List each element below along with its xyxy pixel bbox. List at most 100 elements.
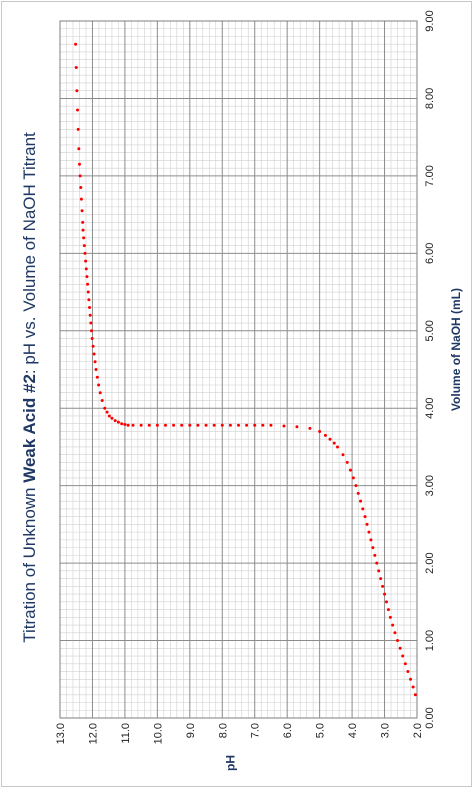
data-point [188, 423, 192, 427]
y-tick-label: 13.0 [55, 723, 67, 744]
data-point [172, 423, 176, 427]
data-point [335, 445, 339, 449]
data-point [116, 420, 120, 424]
data-point [403, 662, 407, 666]
data-point [110, 416, 114, 420]
data-point [379, 577, 383, 581]
plot-area-border [59, 20, 418, 719]
data-point [361, 507, 365, 511]
y-tick-label: 3.0 [380, 723, 392, 738]
data-point [82, 236, 86, 240]
data-point [388, 615, 392, 619]
data-point [86, 290, 90, 294]
data-point [103, 406, 107, 410]
data-point [398, 646, 402, 650]
title-suffix: : pH vs. Volume of NaOH Titrant [20, 132, 39, 374]
data-point [113, 419, 117, 423]
chart-title: Titration of Unknown Weak Acid #2: pH vs… [20, 132, 39, 643]
data-point [77, 147, 81, 151]
data-point [89, 329, 93, 333]
data-point [369, 538, 373, 542]
data-point [98, 391, 102, 395]
data-point [79, 197, 83, 201]
data-point [80, 209, 84, 213]
data-point [261, 423, 265, 427]
data-point [82, 244, 86, 248]
data-point [91, 344, 95, 348]
data-point [356, 491, 360, 495]
data-point [86, 282, 90, 286]
data-point [384, 600, 388, 604]
data-point [393, 631, 397, 635]
data-point [401, 654, 405, 658]
data-point [76, 127, 80, 131]
data-point [126, 423, 130, 427]
data-point [105, 410, 109, 414]
data-point [282, 424, 286, 428]
x-tick-label: 3.00 [424, 475, 436, 496]
y-tick-label: 4.0 [347, 723, 359, 738]
data-point [84, 259, 88, 263]
data-point [95, 375, 99, 379]
y-tick-label: 11.0 [120, 723, 132, 744]
data-point [220, 423, 224, 427]
data-point [373, 553, 377, 557]
data-point [396, 639, 400, 643]
data-point [365, 522, 369, 526]
data-point [77, 162, 81, 166]
data-point [74, 65, 78, 69]
data-point [345, 460, 349, 464]
data-point [328, 437, 332, 441]
data-point [308, 426, 312, 430]
data-point [88, 313, 92, 317]
title-prefix: Titration of Unknown [20, 483, 39, 643]
data-point [94, 368, 98, 371]
data-point [89, 321, 93, 325]
y-tick-label: 9.0 [185, 723, 197, 738]
data-point [90, 337, 94, 341]
data-point [180, 423, 184, 427]
data-point [245, 423, 249, 427]
data-point [76, 108, 80, 112]
x-tick-label: 8.00 [424, 88, 436, 109]
data-point [381, 584, 385, 588]
y-axis-ticks: 2.0 3.0 4.0 5.0 6.0 7.0 8.0 9.0 10.0 11.0 12.0 13.0 [55, 723, 424, 744]
grid-major [59, 20, 418, 719]
y-tick-label: 8.0 [217, 723, 229, 738]
data-point [253, 423, 257, 427]
x-tick-label: 6.00 [424, 243, 436, 264]
data-point [93, 360, 97, 364]
data-point [391, 623, 395, 627]
x-tick-label: 0.00 [424, 707, 436, 728]
data-point [147, 423, 151, 427]
data-point [74, 42, 78, 46]
data-point [75, 89, 79, 93]
data-point [409, 677, 413, 681]
data-point [318, 429, 322, 433]
x-tick-label: 2.00 [424, 552, 436, 573]
y-tick-label: 6.0 [282, 723, 294, 738]
data-point [123, 422, 127, 426]
data-point [341, 453, 345, 457]
title-bold: Weak Acid #2 [20, 374, 39, 483]
data-point [411, 685, 415, 689]
data-point [212, 423, 216, 427]
y-tick-label: 5.0 [315, 723, 327, 738]
data-point [83, 251, 87, 255]
x-tick-label: 1.00 [424, 630, 436, 651]
data-point [81, 220, 85, 224]
y-tick-label: 10.0 [152, 723, 164, 744]
grid-minor [60, 21, 417, 718]
data-point [163, 423, 167, 427]
data-point [120, 422, 124, 426]
x-tick-label: 5.00 [424, 320, 436, 341]
data-point [351, 476, 355, 480]
data-point [196, 423, 200, 427]
y-tick-label: 7.0 [250, 723, 262, 738]
x-tick-label: 9.00 [424, 10, 436, 31]
data-point [84, 267, 88, 271]
y-axis-label: pH [224, 755, 238, 771]
data-point [237, 423, 240, 427]
